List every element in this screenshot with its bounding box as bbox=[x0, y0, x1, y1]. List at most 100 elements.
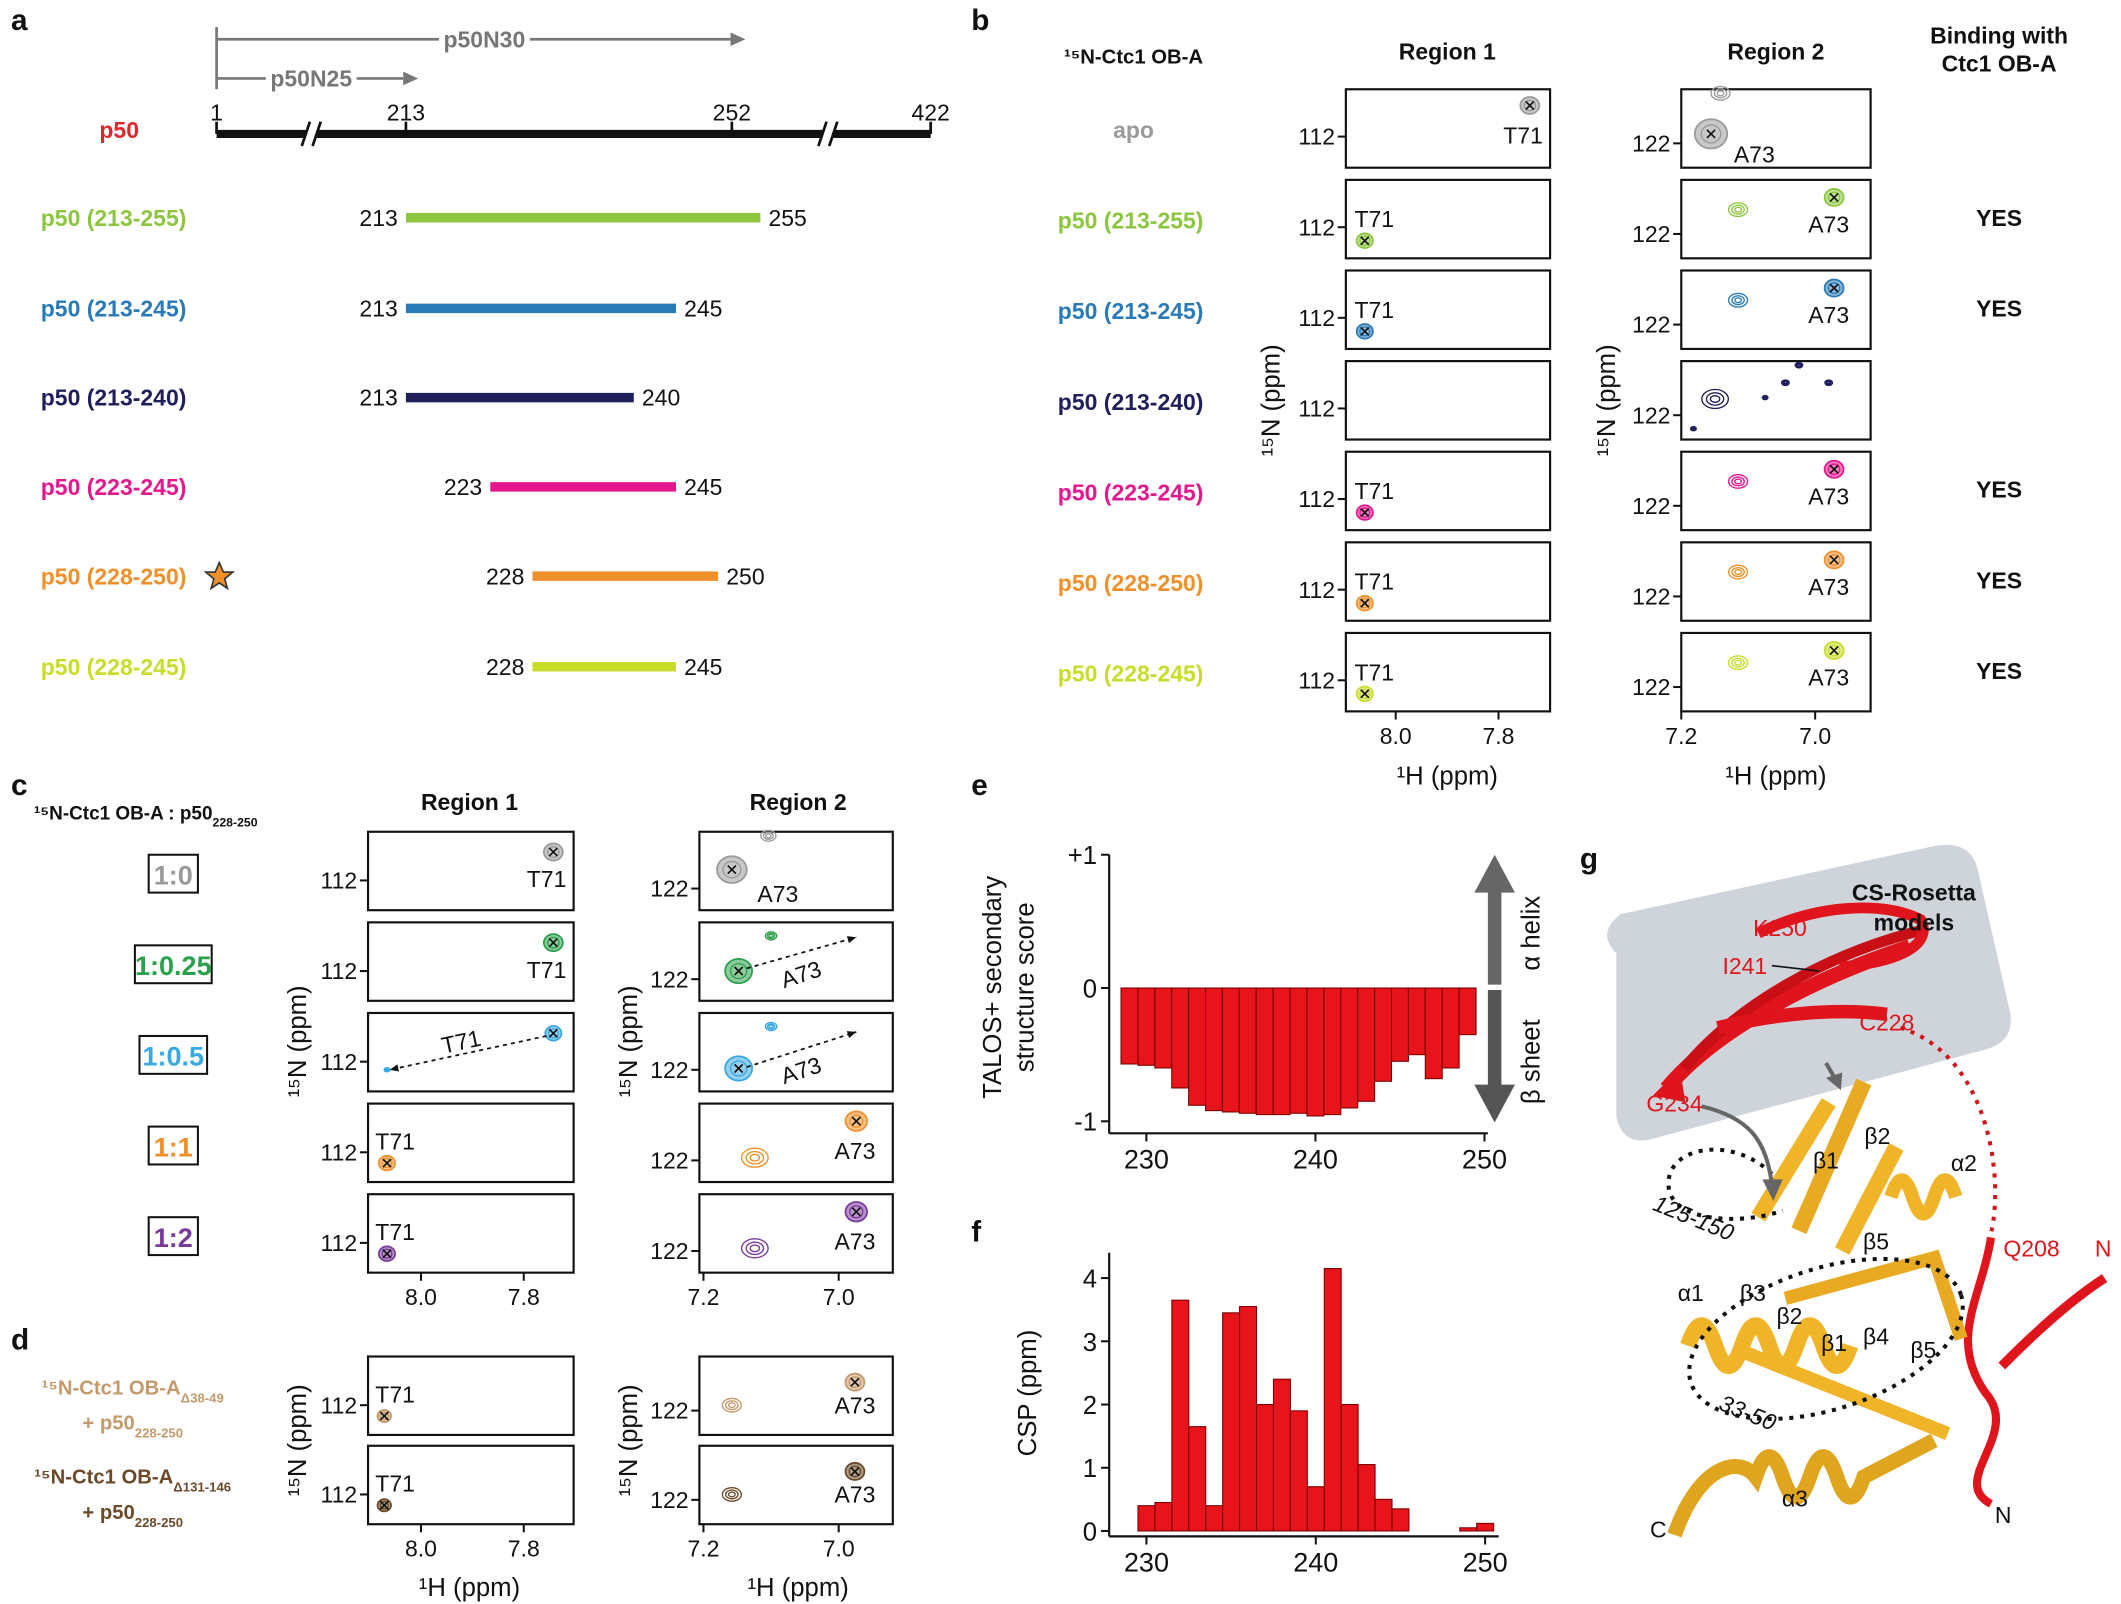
structure-title: models bbox=[1874, 909, 1954, 935]
column-header: Ctc1 OB-A bbox=[1942, 51, 2057, 77]
peak-mark bbox=[1525, 100, 1535, 111]
contour bbox=[1713, 88, 1728, 99]
contour bbox=[546, 846, 560, 858]
spectrum-box bbox=[1344, 360, 1552, 441]
direction-arrow bbox=[1474, 989, 1515, 1123]
bar bbox=[1171, 1299, 1190, 1532]
contour bbox=[722, 860, 742, 879]
contour bbox=[768, 933, 774, 938]
contour bbox=[1359, 235, 1371, 246]
contour bbox=[721, 1397, 742, 1413]
contour bbox=[1523, 99, 1537, 112]
structure-label: β5 bbox=[1863, 1229, 1889, 1255]
bar bbox=[1222, 1312, 1241, 1532]
x-axis-label: ¹H (ppm) bbox=[419, 1574, 520, 1602]
bar bbox=[1357, 987, 1376, 1102]
subscript: 228-250 bbox=[135, 1514, 183, 1529]
contour bbox=[1734, 659, 1743, 666]
contour bbox=[1716, 90, 1725, 97]
contour bbox=[1734, 297, 1743, 304]
y-axis-label: structure score bbox=[1011, 902, 1039, 1072]
sheet bbox=[1783, 1249, 1968, 1342]
column-header: Binding with bbox=[1930, 22, 2068, 48]
region-title: Region 1 bbox=[421, 789, 518, 815]
text-part: + p50 bbox=[82, 1502, 134, 1524]
peak-label: T71 bbox=[375, 1471, 415, 1497]
panel-label: d bbox=[11, 1324, 29, 1357]
annotation: β sheet bbox=[1517, 1019, 1545, 1104]
fragment-label: p50N25 bbox=[270, 66, 352, 92]
residue-label: G234 bbox=[1646, 1091, 1702, 1117]
peak-label: A73 bbox=[1734, 141, 1775, 167]
y-tick-label: 112 bbox=[1298, 667, 1335, 693]
contour bbox=[745, 1241, 765, 1256]
contour bbox=[740, 1238, 769, 1259]
row-label: p50 (228-245) bbox=[1058, 661, 1204, 687]
residue-label: N bbox=[2095, 1235, 2112, 1261]
panel-label: e bbox=[971, 769, 988, 802]
binding-result: YES bbox=[1976, 205, 2022, 231]
contour bbox=[725, 1400, 739, 1411]
ratio-box bbox=[138, 1034, 209, 1075]
y-axis-label: TALOS+ secondary bbox=[979, 876, 1007, 1099]
peak-mark bbox=[1829, 645, 1839, 656]
rosetta-strand bbox=[1716, 1004, 1888, 1035]
y-tick-label: 112 bbox=[1298, 486, 1335, 512]
bar bbox=[1306, 987, 1325, 1117]
panel-label: a bbox=[11, 4, 28, 37]
contour bbox=[1705, 392, 1725, 406]
bar bbox=[1357, 1464, 1376, 1532]
bar bbox=[1289, 1410, 1308, 1532]
contour bbox=[749, 1153, 761, 1162]
arrowhead bbox=[846, 1031, 857, 1039]
bar bbox=[1120, 987, 1139, 1065]
y-tick-label: 122 bbox=[1632, 493, 1670, 519]
bar bbox=[1323, 1268, 1342, 1532]
peak-label: A73 bbox=[1808, 574, 1849, 600]
peak-mark bbox=[1829, 192, 1839, 203]
sheet bbox=[1742, 1346, 1951, 1440]
y-tick-label: 112 bbox=[321, 958, 358, 984]
ratio-box bbox=[147, 1216, 199, 1257]
residue-label: 252 bbox=[713, 99, 751, 125]
contour bbox=[765, 833, 772, 839]
peak-label: A73 bbox=[834, 1138, 875, 1164]
subscript: 228-250 bbox=[212, 816, 257, 830]
contour bbox=[1727, 292, 1749, 308]
y-tick-label: 112 bbox=[321, 1482, 358, 1508]
structure-label: β5 bbox=[1910, 1337, 1936, 1363]
contour bbox=[1359, 507, 1371, 518]
x-tick-label: 7.8 bbox=[508, 1284, 540, 1310]
construct-bar bbox=[490, 482, 676, 492]
arrowhead bbox=[1762, 1179, 1783, 1201]
bar bbox=[1458, 987, 1477, 1036]
bar bbox=[1289, 987, 1308, 1114]
peak-label: A73 bbox=[1808, 302, 1849, 328]
y-tick-label: 112 bbox=[1298, 396, 1335, 422]
x-tick-label: 7.0 bbox=[823, 1536, 855, 1562]
structure-shapes bbox=[1607, 844, 2108, 1538]
binding-result: YES bbox=[1976, 477, 2022, 503]
construct-label: p50 (223-245) bbox=[41, 474, 187, 500]
bar bbox=[1239, 1305, 1258, 1532]
subscript: Δ38-49 bbox=[181, 1390, 224, 1405]
structure-label: 33-50 bbox=[1716, 1390, 1780, 1436]
contour bbox=[1359, 688, 1371, 699]
contour bbox=[721, 1487, 742, 1502]
contour bbox=[1731, 657, 1745, 668]
x-tick-label: 7.2 bbox=[1665, 723, 1697, 749]
text-part: + p50 bbox=[82, 1413, 134, 1435]
y-tick-label: 0 bbox=[1083, 1518, 1097, 1546]
annotation: α helix bbox=[1517, 896, 1545, 971]
y-axis-label: ¹⁵N (ppm) bbox=[1258, 344, 1286, 456]
bar bbox=[1137, 1505, 1156, 1532]
y-tick-label: 122 bbox=[1632, 402, 1670, 428]
residue-label: 1 bbox=[210, 99, 223, 125]
subscript: 228-250 bbox=[135, 1425, 183, 1440]
residue-label: C228 bbox=[1859, 1010, 1914, 1036]
y-tick-label: 0 bbox=[1083, 975, 1097, 1003]
end-label: 245 bbox=[684, 474, 722, 500]
start-label: 213 bbox=[359, 385, 397, 411]
x-tick-label: 230 bbox=[1124, 1145, 1169, 1175]
y-tick-label: 112 bbox=[321, 1392, 358, 1418]
